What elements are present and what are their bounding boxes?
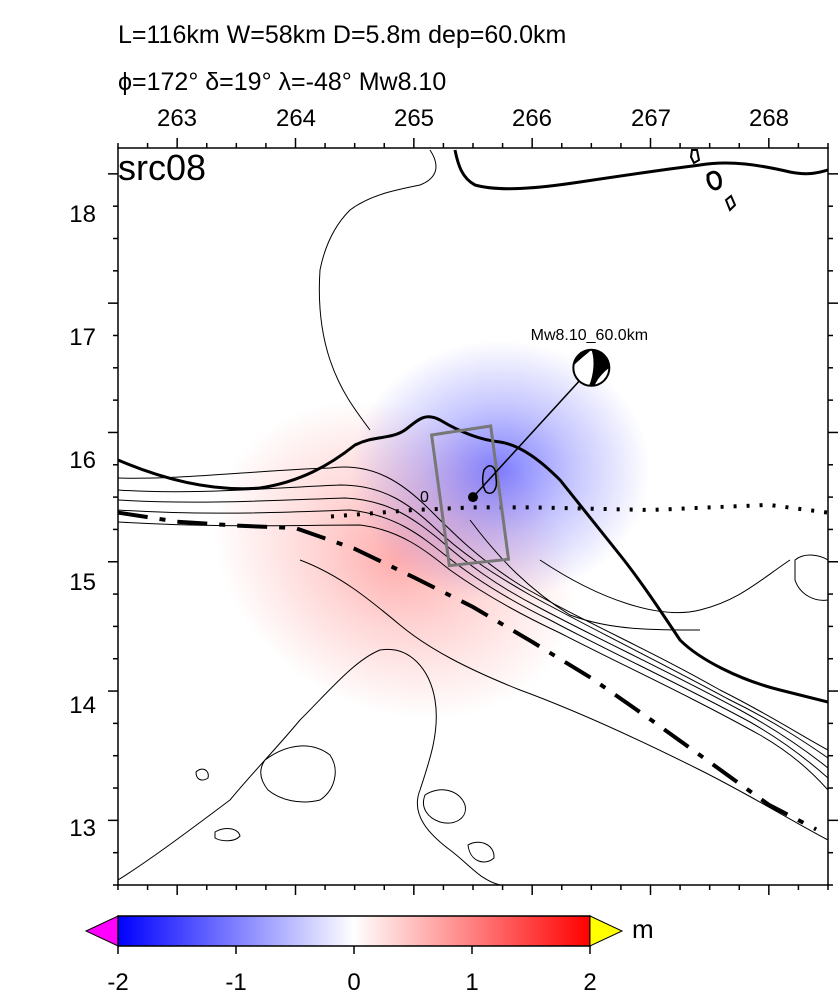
colorbar-over-triangle (589, 915, 624, 947)
shelf-contour (469, 519, 701, 631)
seamount-contour (467, 841, 495, 863)
lat-tick-label: 16 (69, 447, 96, 474)
bathymetry-contour (299, 559, 828, 841)
subsidence-field (350, 340, 650, 600)
colorbar-tick-label: -1 (225, 969, 246, 996)
colorbar-unit: m (632, 914, 654, 944)
lon-tick-label: 265 (394, 105, 434, 132)
fault-plane (429, 424, 511, 568)
coastline-north (453, 149, 828, 191)
bathymetry-contour (118, 484, 828, 759)
seamount-contour (260, 745, 336, 803)
bathymetry-contour (118, 509, 828, 779)
lat-tick-label: 14 (69, 692, 96, 719)
lat-tick-label: 15 (69, 569, 96, 596)
colorbar-tick-label: 0 (347, 969, 360, 996)
lon-tick-label: 264 (276, 105, 316, 132)
colorbar: m -2 -1 0 1 2 (84, 914, 654, 996)
fault-plane-outline (429, 424, 511, 568)
seamount-contour (214, 828, 241, 842)
beachball-icon (572, 348, 611, 387)
lon-tick-label: 263 (157, 105, 197, 132)
trench-line (118, 510, 818, 832)
panel-label: src08 (118, 147, 206, 188)
dotted-line (330, 502, 828, 519)
dotted-polyline (330, 502, 828, 519)
bathymetry-contour (539, 559, 791, 613)
coastline-main (118, 415, 828, 704)
shelf-contour (318, 149, 437, 431)
island (724, 194, 737, 212)
mechanism-label: Mw8.10_60.0km (531, 327, 648, 344)
island (481, 465, 498, 494)
mechanism-connector (472, 367, 592, 498)
lon-tick-label: 266 (512, 105, 552, 132)
colorbar-tick-label: 2 (583, 969, 596, 996)
contour-zero-label: 0 (420, 489, 429, 506)
tick-marks (108, 138, 838, 895)
epicenter-marker (468, 492, 478, 503)
trench-polyline (118, 510, 818, 832)
bathymetry-contour (118, 497, 828, 769)
colorbar-gradient (117, 915, 591, 947)
lon-tick-label: 268 (749, 105, 789, 132)
bathymetry-contour (118, 648, 501, 885)
lon-tick-label: 267 (631, 105, 671, 132)
title-line-2: ϕ=172° δ=19° λ=-48° Mw8.10 (118, 68, 446, 96)
seamount-contour (794, 554, 828, 601)
map-area: 0 Mw8.10_60.0km src08 (118, 147, 828, 885)
island (689, 149, 701, 165)
seamount-contour (195, 768, 209, 781)
lat-tick-label: 13 (69, 815, 96, 842)
coastlines (118, 149, 828, 704)
lat-tick-label: 18 (69, 201, 96, 228)
lat-tick-labels: 18 17 16 15 14 13 (69, 201, 96, 842)
bathymetry-contours (118, 466, 828, 885)
island (706, 170, 722, 191)
lat-tick-label: 17 (69, 324, 96, 351)
colorbar-tick-label: -2 (107, 969, 128, 996)
title-line-1: L=116km W=58km D=5.8m dep=60.0km (118, 21, 566, 49)
lon-tick-labels: 263 264 265 266 267 268 (157, 105, 789, 132)
colorbar-tick-label: 1 (465, 969, 478, 996)
colorbar-under-triangle (84, 915, 119, 947)
bathymetry-contour (118, 466, 828, 751)
bathymetry-contour (118, 521, 828, 791)
seamount-contour (423, 789, 466, 824)
